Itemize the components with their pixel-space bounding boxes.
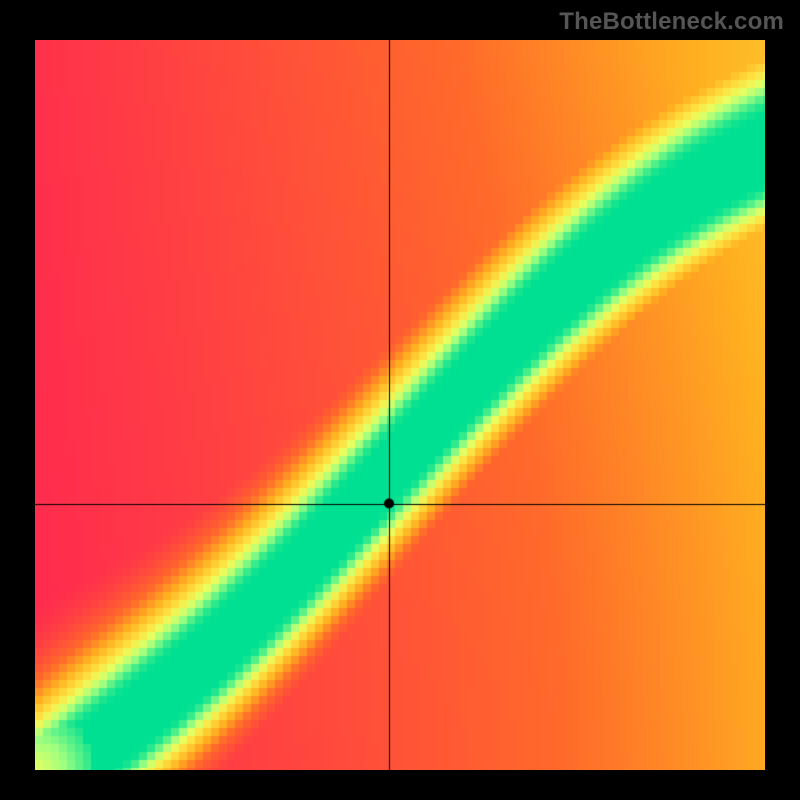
heatmap-canvas <box>35 40 765 770</box>
watermark-text: TheBottleneck.com <box>559 8 784 36</box>
chart-container: TheBottleneck.com <box>0 0 800 800</box>
